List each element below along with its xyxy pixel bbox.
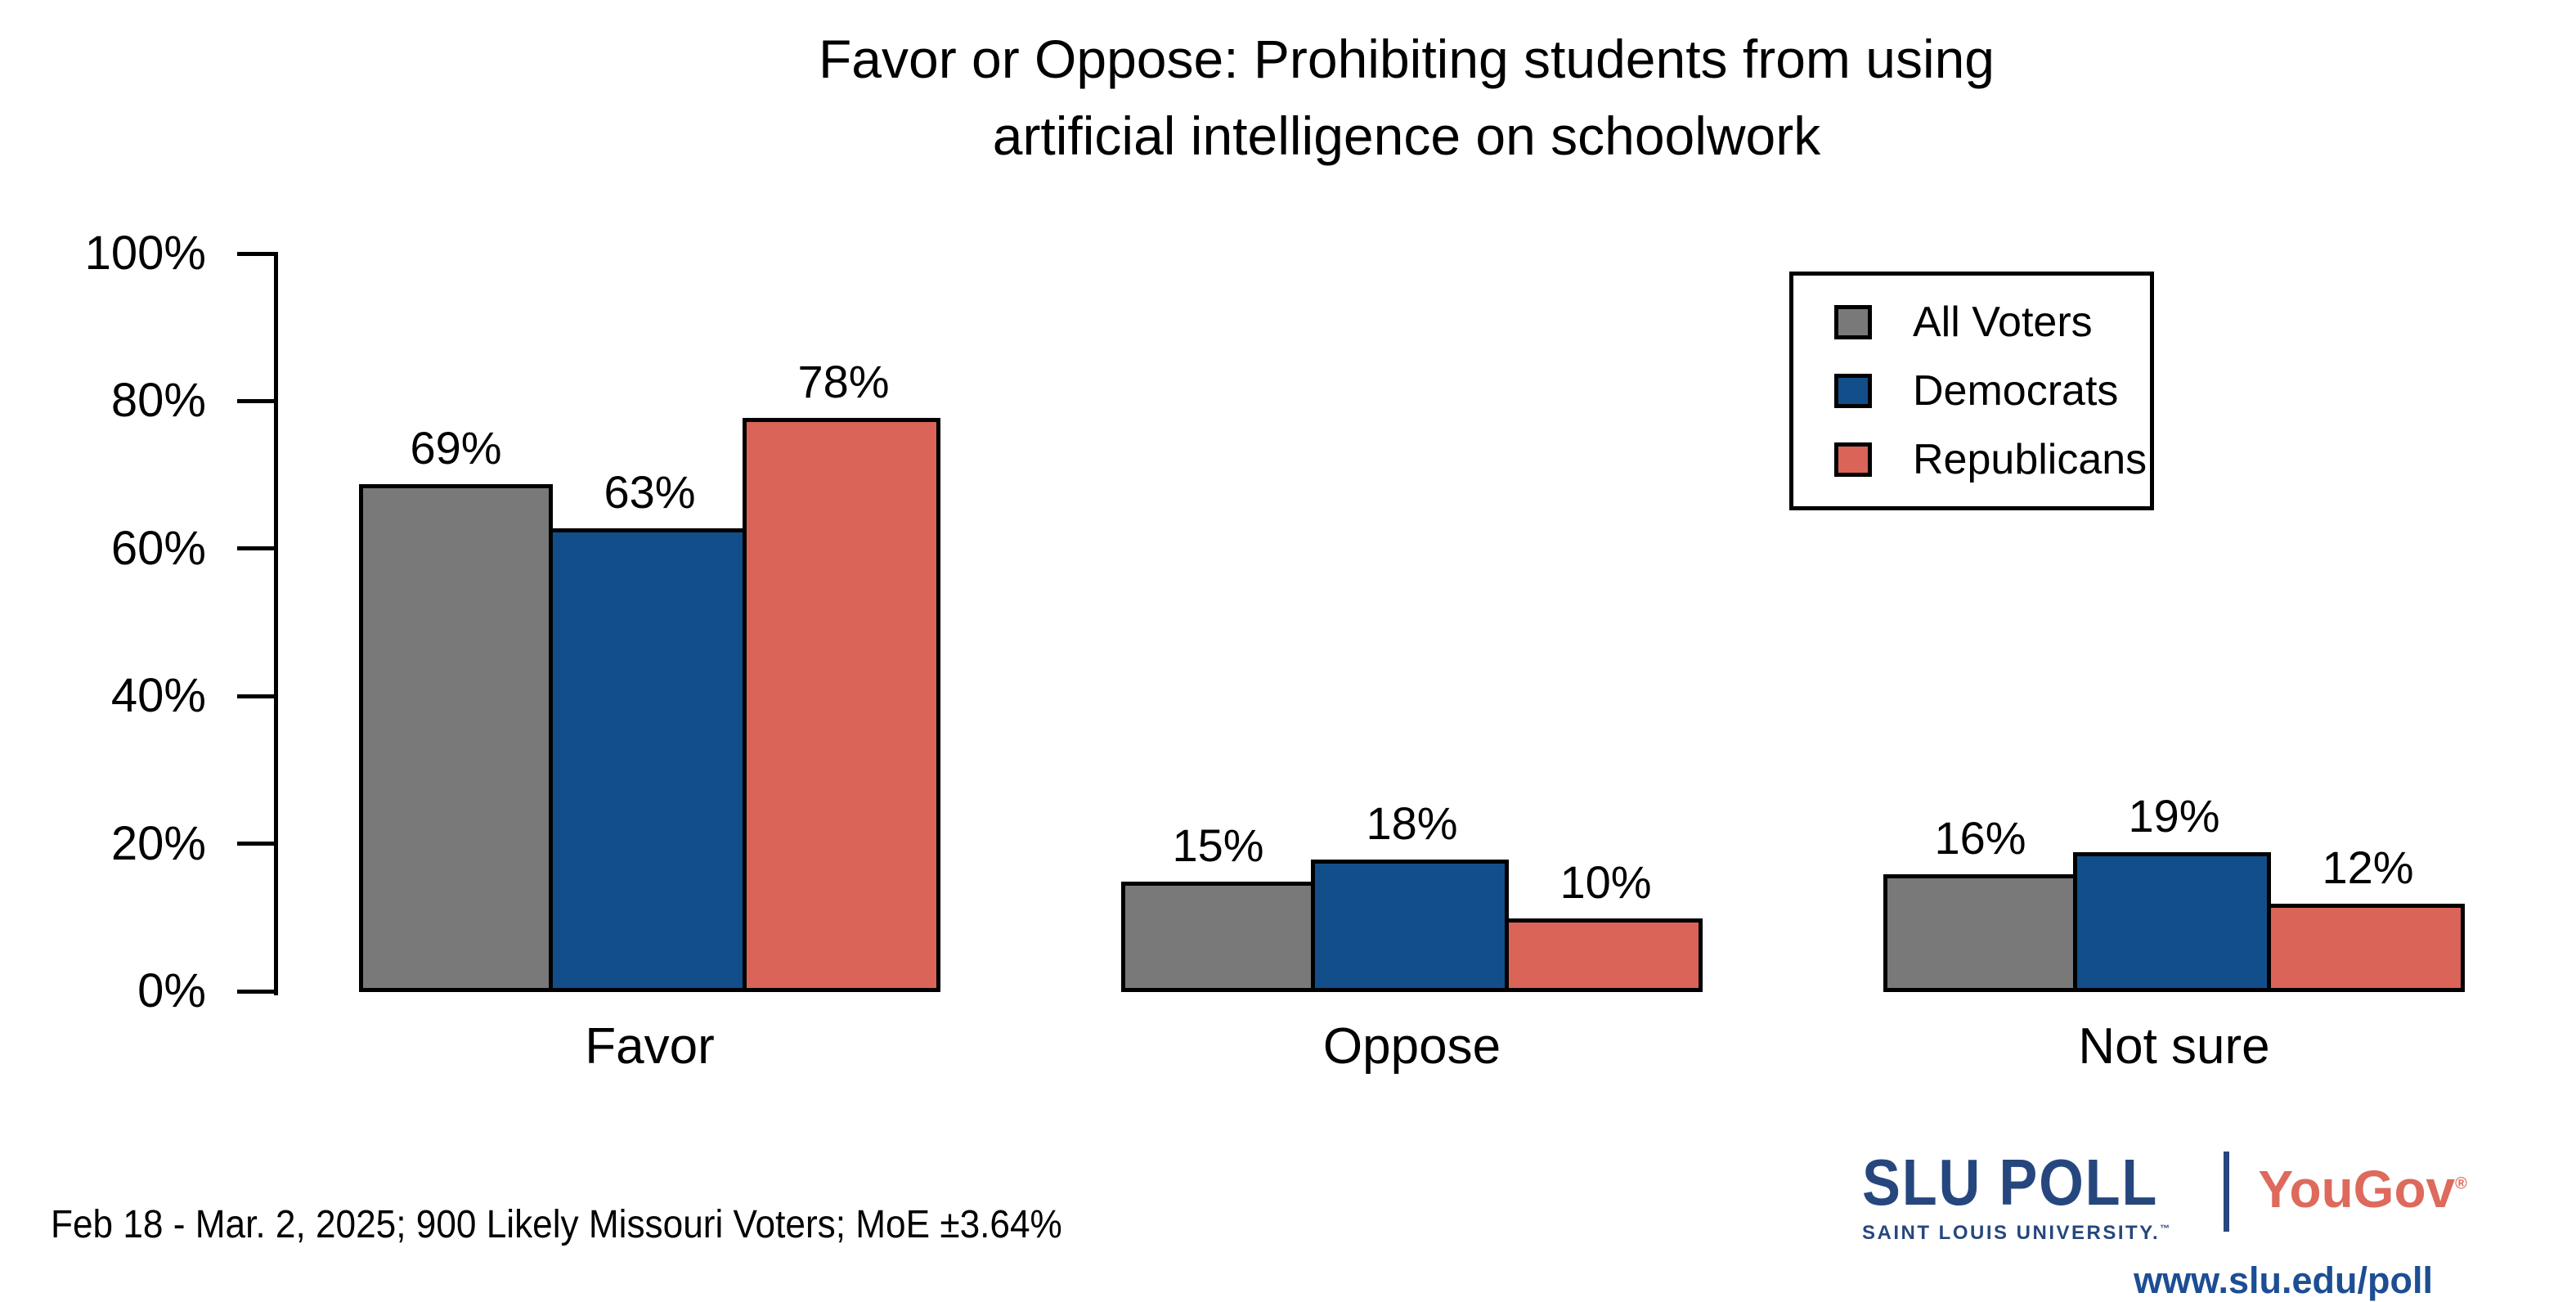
bar-not-sure-democrats: 19% bbox=[2073, 256, 2271, 992]
bar-oppose-republicans: 10% bbox=[1505, 256, 1703, 992]
branding-block: SLU POLL SAINT LOUIS UNIVERSITY.™ YouGov… bbox=[1862, 1150, 2467, 1302]
brand-row: SLU POLL SAINT LOUIS UNIVERSITY.™ YouGov… bbox=[1862, 1150, 2467, 1245]
y-tick-label-20: 20% bbox=[110, 817, 206, 870]
bar-rect-not-sure-republicans bbox=[2267, 904, 2465, 992]
bar-rect-oppose-republicans bbox=[1505, 918, 1703, 992]
legend-swatch-all-voters bbox=[1834, 305, 1872, 339]
legend-swatch-democrats bbox=[1834, 374, 1872, 408]
y-tick-60 bbox=[237, 546, 275, 550]
slu-poll-url: www.slu.edu/poll bbox=[2134, 1259, 2433, 1301]
y-axis-line bbox=[274, 252, 278, 995]
legend-label-republicans: Republicans bbox=[1913, 436, 2147, 483]
legend: All Voters Democrats Republicans bbox=[1789, 272, 2154, 510]
bar-group-oppose: 15% 18% 10% bbox=[1121, 256, 1703, 992]
bar-rect-favor-republicans bbox=[743, 418, 940, 992]
bar-value-label: 10% bbox=[1560, 856, 1652, 908]
category-label-oppose: Oppose bbox=[1322, 1018, 1501, 1075]
legend-swatch-republicans bbox=[1834, 442, 1872, 477]
legend-row-all-voters: All Voters bbox=[1834, 298, 2150, 347]
bar-value-label: 18% bbox=[1366, 797, 1458, 849]
bar-rect-not-sure-democrats bbox=[2073, 852, 2271, 992]
slu-university-wordmark: SAINT LOUIS UNIVERSITY.™ bbox=[1862, 1222, 2170, 1244]
y-tick-label-40: 40% bbox=[110, 669, 206, 722]
bar-group-not-sure: 16% 19% 12% bbox=[1883, 256, 2465, 992]
yougov-logo: YouGov® bbox=[2258, 1160, 2467, 1219]
bar-rect-not-sure-all-voters bbox=[1883, 874, 2077, 992]
bar-favor-republicans: 78% bbox=[743, 256, 940, 992]
y-tick-label-100: 100% bbox=[84, 227, 206, 280]
y-tick-label-60: 60% bbox=[110, 522, 206, 575]
bar-value-label: 78% bbox=[797, 356, 890, 407]
bar-not-sure-republicans: 12% bbox=[2267, 256, 2465, 992]
bar-not-sure-all-voters: 16% bbox=[1883, 256, 2077, 992]
bar-group-favor: 69% 63% 78% bbox=[359, 256, 940, 992]
bar-rect-oppose-all-voters bbox=[1121, 882, 1315, 992]
footer-note: Feb 18 - Mar. 2, 2025; 900 Likely Missou… bbox=[51, 1203, 1062, 1246]
chart-title-line2: artificial intelligence on schoolwork bbox=[992, 105, 1821, 166]
url-row: www.slu.edu/poll bbox=[1862, 1259, 2435, 1302]
category-label-favor: Favor bbox=[585, 1018, 715, 1075]
bar-rect-oppose-democrats bbox=[1311, 860, 1509, 992]
bar-value-label: 63% bbox=[604, 466, 696, 518]
bar-favor-all-voters: 69% bbox=[359, 256, 553, 992]
y-tick-20 bbox=[237, 842, 275, 846]
bar-rect-favor-democrats bbox=[549, 528, 747, 992]
y-tick-0 bbox=[237, 990, 275, 994]
bar-favor-democrats: 63% bbox=[549, 256, 747, 992]
y-tick-40 bbox=[237, 694, 275, 698]
bar-value-label: 15% bbox=[1172, 819, 1264, 871]
registered-symbol: ® bbox=[2455, 1174, 2467, 1193]
chart-title-line1: Favor or Oppose: Prohibiting students fr… bbox=[818, 29, 1995, 89]
legend-row-republicans: Republicans bbox=[1834, 435, 2150, 484]
bar-value-label: 19% bbox=[2128, 790, 2220, 842]
bar-value-label: 69% bbox=[410, 422, 502, 474]
y-tick-label-0: 0% bbox=[137, 964, 206, 1017]
bar-value-label: 12% bbox=[2322, 842, 2414, 893]
legend-label-democrats: Democrats bbox=[1913, 367, 2119, 415]
bar-value-label: 16% bbox=[1934, 812, 2026, 864]
y-tick-label-80: 80% bbox=[110, 374, 206, 427]
legend-label-all-voters: All Voters bbox=[1913, 299, 2093, 346]
bar-oppose-all-voters: 15% bbox=[1121, 256, 1315, 992]
slu-poll-wordmark: SLU POLL bbox=[1862, 1146, 2159, 1219]
y-tick-80 bbox=[237, 399, 275, 403]
slu-poll-logo: SLU POLL SAINT LOUIS UNIVERSITY.™ bbox=[1862, 1150, 2199, 1245]
brand-divider bbox=[2223, 1152, 2229, 1232]
category-label-not-sure: Not sure bbox=[2078, 1018, 2270, 1075]
chart-title: Favor or Oppose: Prohibiting students fr… bbox=[278, 21, 2535, 174]
bar-rect-favor-all-voters bbox=[359, 484, 553, 992]
trademark-symbol: ™ bbox=[2160, 1223, 2170, 1234]
legend-row-democrats: Democrats bbox=[1834, 366, 2150, 415]
y-tick-100 bbox=[237, 252, 275, 256]
bar-oppose-democrats: 18% bbox=[1311, 256, 1509, 992]
